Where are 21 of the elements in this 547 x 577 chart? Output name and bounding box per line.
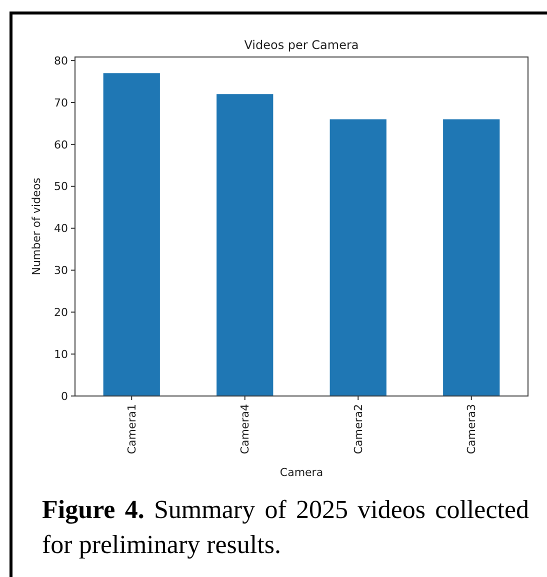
x-axis-title: Camera xyxy=(280,466,324,479)
y-tick-label: 80 xyxy=(54,54,68,68)
y-tick-label: 30 xyxy=(54,264,68,278)
caption: Figure 4. Summary of 2025 videos collected for preliminary results. xyxy=(42,494,529,561)
y-tick-label: 70 xyxy=(54,96,68,110)
bar xyxy=(330,119,386,396)
y-tick-label: 10 xyxy=(54,348,68,361)
y-axis-title: Number of videos xyxy=(30,177,43,276)
y-tick-label: 60 xyxy=(54,138,68,152)
bar xyxy=(103,73,160,396)
bar xyxy=(443,119,500,396)
bar xyxy=(216,94,274,396)
x-tick-label: Camera1 xyxy=(125,404,138,454)
x-tick-label: Camera3 xyxy=(465,404,478,454)
y-tick-label: 40 xyxy=(54,222,68,236)
y-tick-label: 20 xyxy=(54,306,68,319)
y-tick-label: 50 xyxy=(54,180,68,194)
y-tick-label: 0 xyxy=(61,390,68,403)
chart-title: Videos per Camera xyxy=(244,38,359,52)
x-tick-label: Camera4 xyxy=(238,404,252,454)
x-tick-label: Camera2 xyxy=(352,404,365,454)
